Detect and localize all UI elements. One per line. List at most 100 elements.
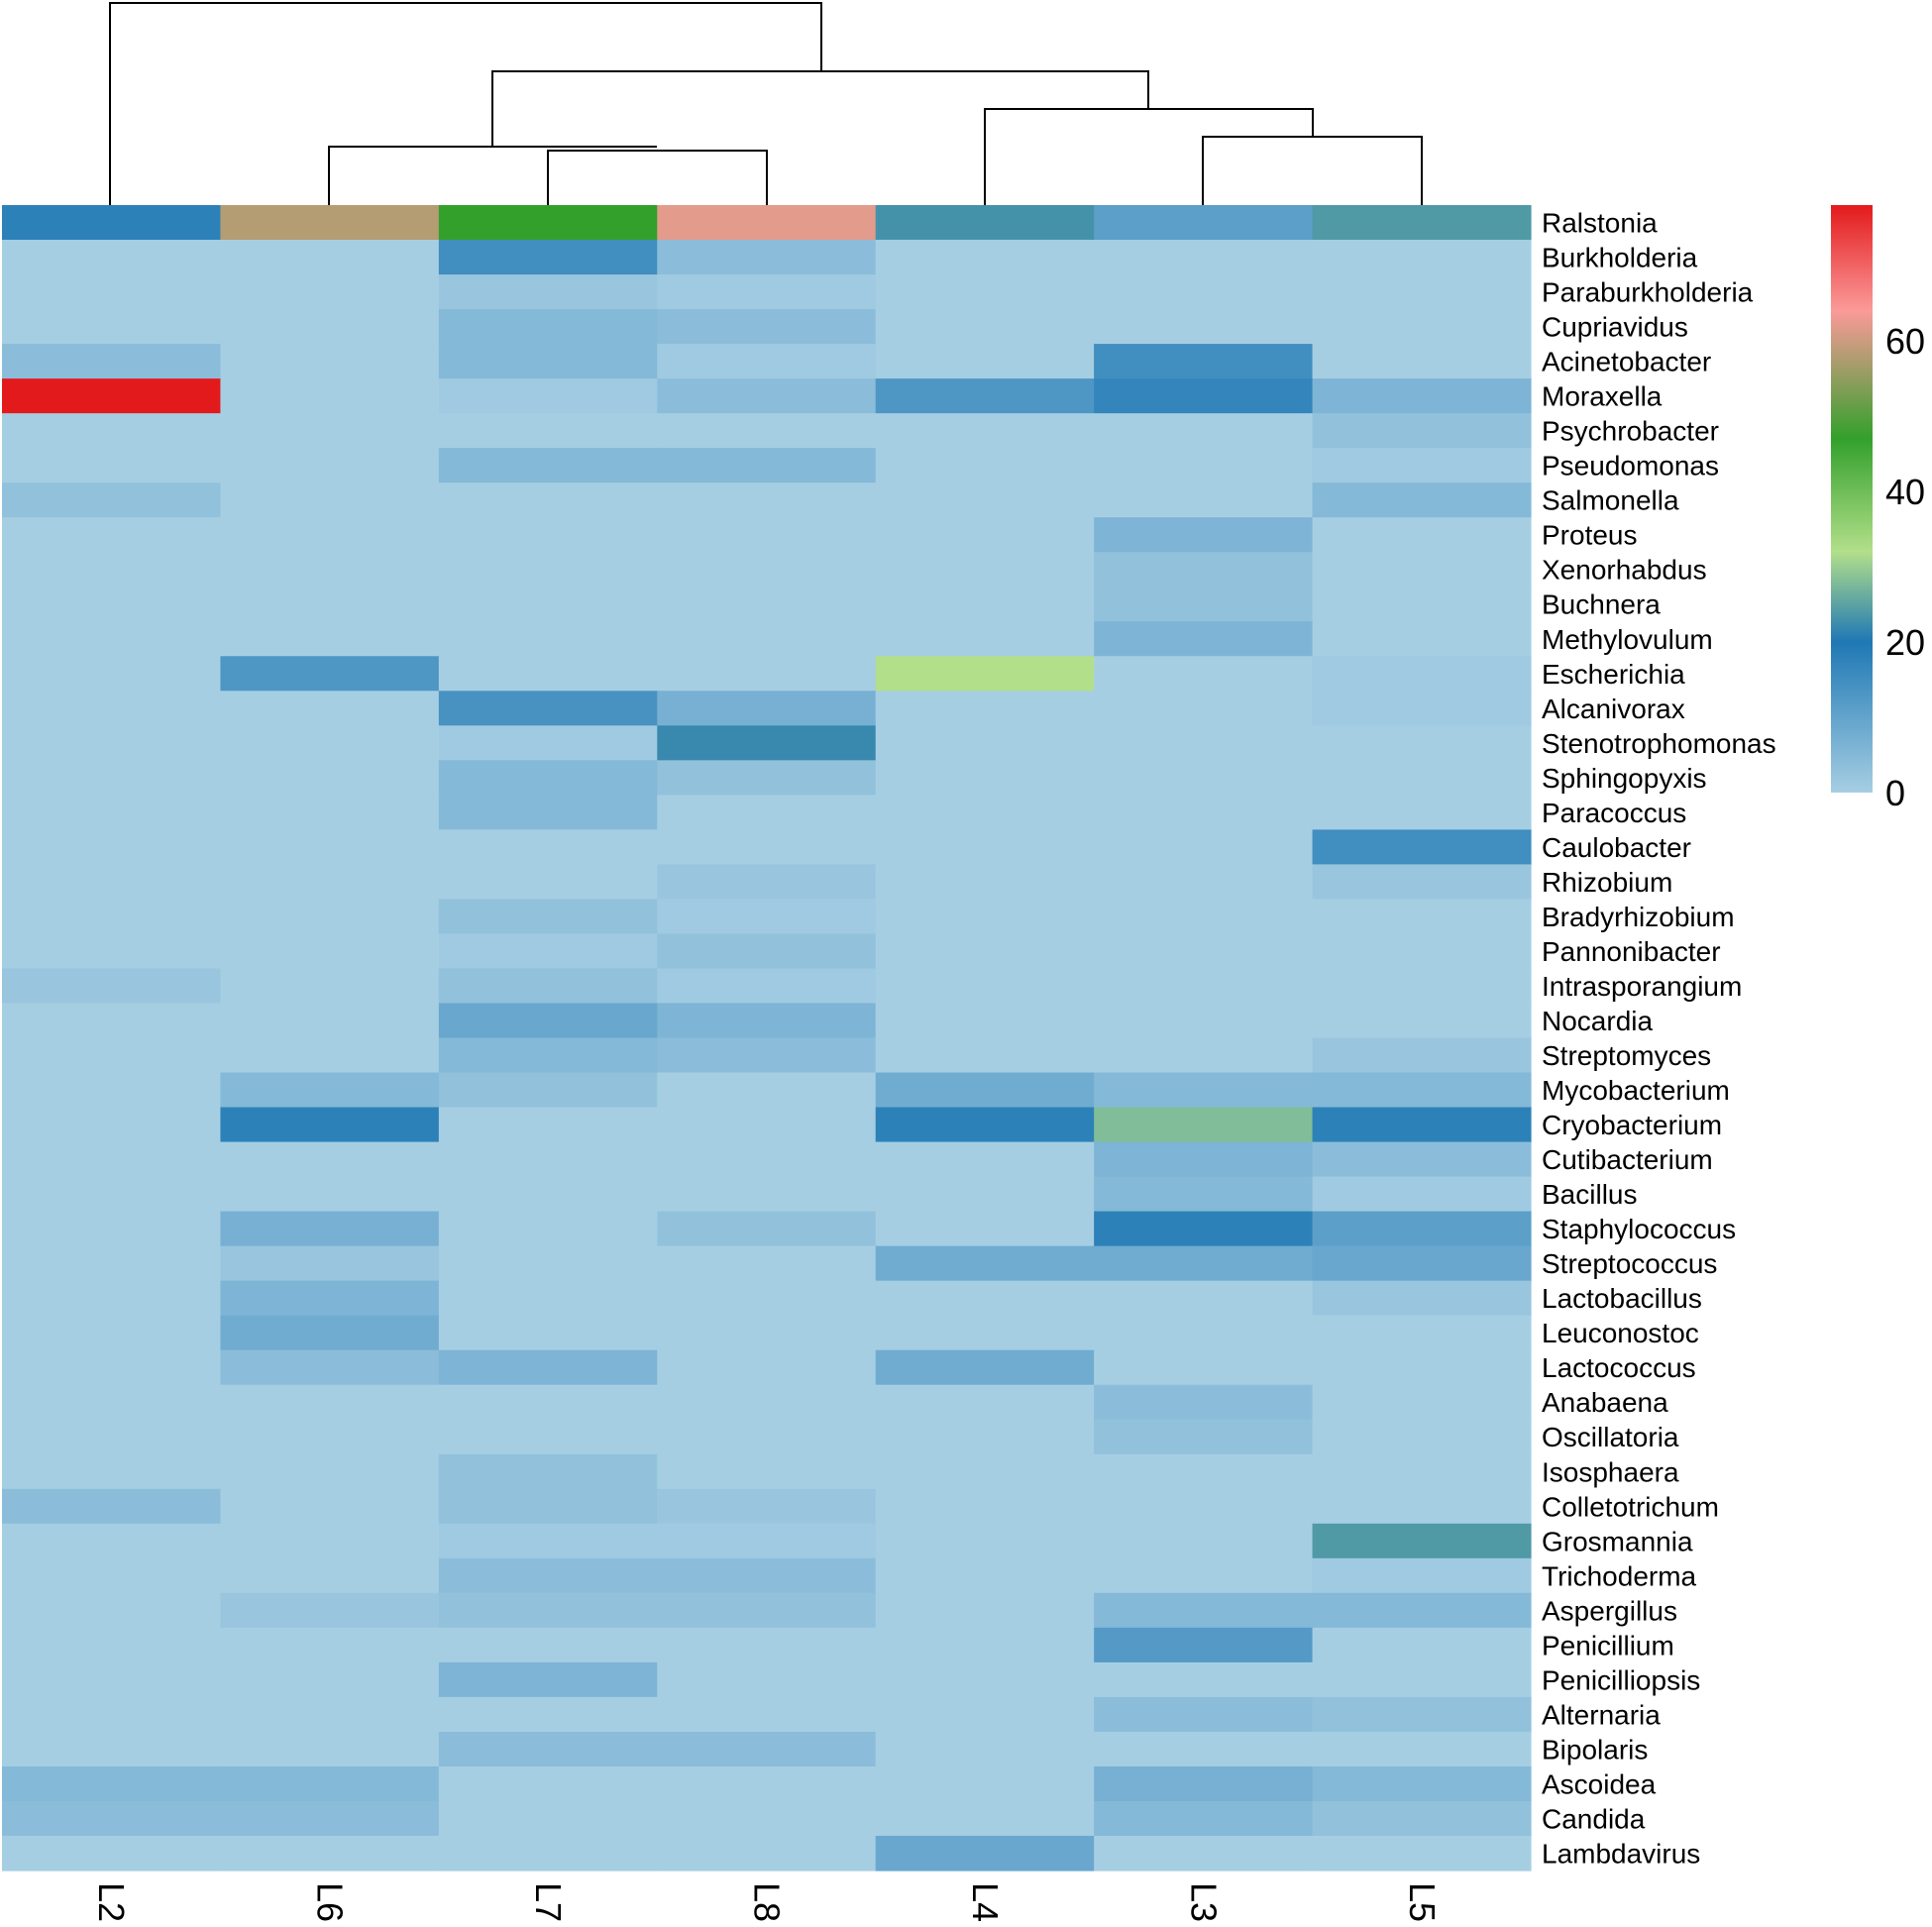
heatmap-cell-escherichia-l6 bbox=[220, 656, 440, 692]
heatmap-cell-paraburkholderia-l4 bbox=[875, 274, 1095, 310]
heatmap-cell-xenorhabdus-l3 bbox=[1094, 552, 1314, 588]
heatmap-cell-acinetobacter-l4 bbox=[875, 344, 1095, 379]
heatmap-cell-sphingopyxis-l7 bbox=[438, 760, 658, 796]
heatmap-cell-lambdavirus-l6 bbox=[220, 1835, 440, 1872]
heatmap-cell-grosmannia-l3 bbox=[1094, 1523, 1314, 1559]
legend-tick-0: 0 bbox=[1885, 773, 1905, 813]
row-label-lambdavirus: Lambdavirus bbox=[1542, 1838, 1700, 1869]
heatmap-cell-paracoccus-l7 bbox=[438, 795, 658, 830]
heatmap-cell-intrasporangium-l2 bbox=[2, 968, 222, 1005]
heatmap-cell-nocardia-l2 bbox=[2, 1003, 222, 1039]
heatmap-cell-cutibacterium-l2 bbox=[2, 1141, 222, 1178]
heatmap-cell-aspergillus-l2 bbox=[2, 1592, 222, 1629]
heatmap-cell-lactobacillus-l3 bbox=[1094, 1280, 1314, 1317]
heatmap-cell-acinetobacter-l7 bbox=[438, 344, 658, 379]
heatmap-cell-bradyrhizobium-l2 bbox=[2, 899, 222, 935]
heatmap-cell-cupriavidus-l4 bbox=[875, 309, 1095, 345]
heatmap-cell-psychrobacter-l7 bbox=[438, 413, 658, 449]
heatmap-cell-cryobacterium-l4 bbox=[875, 1107, 1095, 1143]
heatmap-cell-salmonella-l2 bbox=[2, 482, 222, 518]
heatmap-cell-nocardia-l4 bbox=[875, 1003, 1095, 1039]
row-label-bacillus: Bacillus bbox=[1542, 1179, 1637, 1210]
row-label-mycobacterium: Mycobacterium bbox=[1542, 1075, 1730, 1106]
heatmap-cell-acinetobacter-l6 bbox=[220, 344, 440, 379]
heatmap-cell-bipolaris-l5 bbox=[1312, 1731, 1532, 1767]
heatmap-cell-escherichia-l5 bbox=[1312, 656, 1532, 692]
heatmap-cell-pseudomonas-l2 bbox=[2, 448, 222, 483]
heatmap-cell-oscillatoria-l3 bbox=[1094, 1419, 1314, 1455]
heatmap-cell-alcanivorax-l6 bbox=[220, 691, 440, 726]
heatmap-cell-trichoderma-l7 bbox=[438, 1557, 658, 1594]
heatmap-cell-penicillium-l4 bbox=[875, 1627, 1095, 1663]
row-label-trichoderma: Trichoderma bbox=[1542, 1560, 1697, 1591]
heatmap-cell-burkholderia-l2 bbox=[2, 240, 222, 275]
heatmap-cell-isosphaera-l6 bbox=[220, 1453, 440, 1490]
row-label-cryobacterium: Cryobacterium bbox=[1542, 1110, 1722, 1140]
heatmap-cell-oscillatoria-l6 bbox=[220, 1419, 440, 1455]
row-label-psychrobacter: Psychrobacter bbox=[1542, 416, 1719, 447]
heatmap-cell-cupriavidus-l6 bbox=[220, 309, 440, 345]
heatmap-cell-bradyrhizobium-l3 bbox=[1094, 899, 1314, 935]
heatmap-cell-penicillium-l5 bbox=[1312, 1627, 1532, 1663]
heatmap-cell-salmonella-l4 bbox=[875, 482, 1095, 518]
column-dendrogram bbox=[109, 2, 1423, 205]
heatmap-cell-colletotrichum-l3 bbox=[1094, 1488, 1314, 1525]
heatmap-cell-salmonella-l8 bbox=[657, 482, 877, 518]
heatmap-cell-rhizobium-l4 bbox=[875, 864, 1095, 901]
heatmap-cell-colletotrichum-l2 bbox=[2, 1488, 222, 1525]
heatmap-cell-caulobacter-l3 bbox=[1094, 829, 1314, 865]
heatmap-cell-buchnera-l3 bbox=[1094, 587, 1314, 622]
heatmap-cell-streptococcus-l5 bbox=[1312, 1245, 1532, 1282]
row-label-acinetobacter: Acinetobacter bbox=[1542, 347, 1711, 377]
heatmap-cell-methylovulum-l8 bbox=[657, 621, 877, 657]
row-label-moraxella: Moraxella bbox=[1542, 381, 1663, 412]
heatmap-cell-anabaena-l6 bbox=[220, 1384, 440, 1421]
heatmap-cell-bacillus-l7 bbox=[438, 1176, 658, 1213]
heatmap-cell-trichoderma-l8 bbox=[657, 1557, 877, 1594]
row-label-bipolaris: Bipolaris bbox=[1542, 1734, 1648, 1765]
heatmap-cell-lambdavirus-l8 bbox=[657, 1835, 877, 1872]
heatmap-cell-lactobacillus-l4 bbox=[875, 1280, 1095, 1317]
heatmap-cell-sphingopyxis-l6 bbox=[220, 760, 440, 796]
heatmap-cell-staphylococcus-l7 bbox=[438, 1211, 658, 1247]
legend-tick-40: 40 bbox=[1885, 472, 1925, 512]
heatmap-cell-cryobacterium-l7 bbox=[438, 1107, 658, 1143]
heatmap-cell-stenotrophomonas-l3 bbox=[1094, 725, 1314, 761]
heatmap-cell-cupriavidus-l5 bbox=[1312, 309, 1532, 345]
heatmap-cell-oscillatoria-l4 bbox=[875, 1419, 1095, 1455]
heatmap-cell-cutibacterium-l3 bbox=[1094, 1141, 1314, 1178]
heatmap-cell-leuconostoc-l6 bbox=[220, 1315, 440, 1351]
heatmap-cell-ascoidea-l7 bbox=[438, 1766, 658, 1802]
heatmap-cell-cutibacterium-l4 bbox=[875, 1141, 1095, 1178]
heatmap-cell-moraxella-l7 bbox=[438, 378, 658, 414]
heatmap-cell-nocardia-l5 bbox=[1312, 1003, 1532, 1039]
heatmap-cell-stenotrophomonas-l5 bbox=[1312, 725, 1532, 761]
heatmap-cell-cryobacterium-l2 bbox=[2, 1107, 222, 1143]
heatmap-cell-paraburkholderia-l7 bbox=[438, 274, 658, 310]
heatmap-cell-paracoccus-l4 bbox=[875, 795, 1095, 830]
heatmap-cell-lactobacillus-l5 bbox=[1312, 1280, 1532, 1317]
heatmap-cell-lactococcus-l6 bbox=[220, 1349, 440, 1386]
heatmap-cell-burkholderia-l7 bbox=[438, 240, 658, 275]
heatmap-cell-penicilliopsis-l4 bbox=[875, 1661, 1095, 1698]
heatmap-cell-paraburkholderia-l8 bbox=[657, 274, 877, 310]
heatmap-cell-candida-l2 bbox=[2, 1800, 222, 1837]
heatmap-cell-alcanivorax-l8 bbox=[657, 691, 877, 726]
heatmap-cell-isosphaera-l3 bbox=[1094, 1453, 1314, 1490]
heatmap-cell-salmonella-l3 bbox=[1094, 482, 1314, 518]
heatmap-cell-cupriavidus-l8 bbox=[657, 309, 877, 345]
heatmap-cell-cutibacterium-l6 bbox=[220, 1141, 440, 1178]
heatmap-cell-caulobacter-l5 bbox=[1312, 829, 1532, 865]
heatmap-cell-acinetobacter-l2 bbox=[2, 344, 222, 379]
heatmap-cell-bacillus-l8 bbox=[657, 1176, 877, 1213]
heatmap-cell-lactobacillus-l7 bbox=[438, 1280, 658, 1317]
dendrogram-branch-l3-l5 bbox=[1202, 136, 1423, 205]
row-label-alternaria: Alternaria bbox=[1542, 1699, 1661, 1730]
heatmap-cell-anabaena-l3 bbox=[1094, 1384, 1314, 1421]
row-label-paracoccus: Paracoccus bbox=[1542, 798, 1686, 828]
row-label-colletotrichum: Colletotrichum bbox=[1542, 1491, 1719, 1522]
heatmap-cell-alcanivorax-l5 bbox=[1312, 691, 1532, 726]
heatmap-cell-alcanivorax-l4 bbox=[875, 691, 1095, 726]
heatmap-cell-acinetobacter-l5 bbox=[1312, 344, 1532, 379]
heatmap-cell-stenotrophomonas-l8 bbox=[657, 725, 877, 761]
